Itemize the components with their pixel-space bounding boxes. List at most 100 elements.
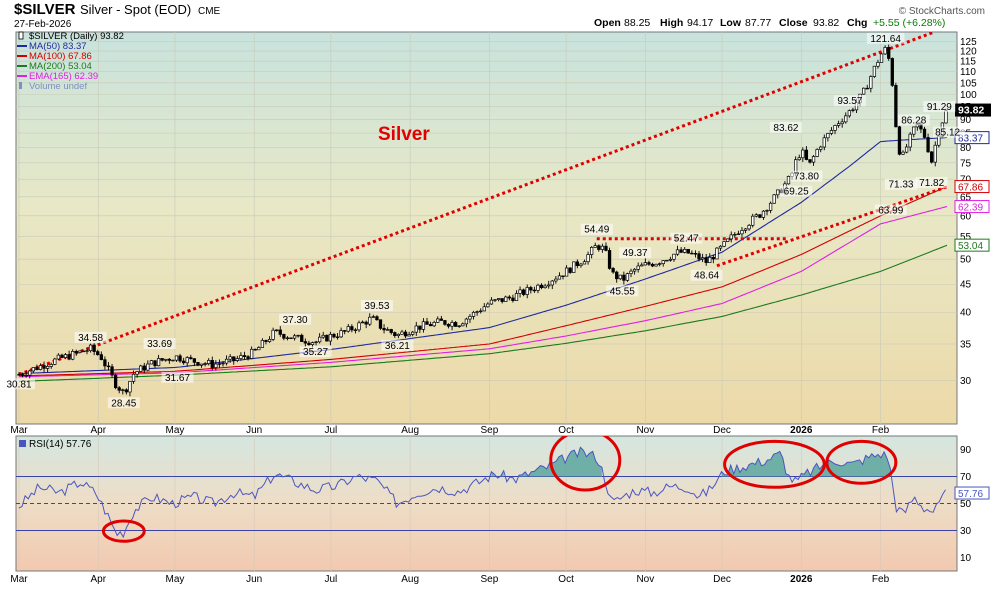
price-candle-body xyxy=(693,253,698,255)
price-candle-body xyxy=(776,189,780,196)
rsi-axis: 10 30 50 70 90 57.76 xyxy=(954,445,990,564)
price-candle-body xyxy=(743,228,748,231)
price-candle-body xyxy=(711,257,715,260)
price-candle-body xyxy=(246,356,250,359)
price-data-label-bg xyxy=(923,101,956,113)
price-candle-body xyxy=(343,330,347,332)
price-data-labels: 30.81 34.58 28.45 33.69 31.67 37.30 35.27 39.53… xyxy=(3,32,966,409)
price-data-label-bg xyxy=(161,371,194,383)
rsi-highlight-circle-oversold-april xyxy=(101,519,146,543)
price-candle-body xyxy=(640,264,644,267)
trendline-upper-channel xyxy=(18,32,935,376)
price-candle-body xyxy=(733,233,737,236)
price-candle-body xyxy=(56,354,61,360)
price-candle-body xyxy=(232,356,236,361)
x-tick-label: Oct xyxy=(558,574,574,585)
x-tick-label: Oct xyxy=(558,425,574,436)
price-data-label: 63.99 xyxy=(878,206,903,217)
ohlc-readout: Open 88.25 High 94.17 Low 87.77 Close 93… xyxy=(594,17,945,29)
price-candle-body xyxy=(590,247,594,255)
price-data-label-bg xyxy=(670,232,703,244)
ohlc-open-value: 88.25 xyxy=(624,17,650,29)
price-candle-body xyxy=(357,322,361,331)
price-candle-body xyxy=(525,287,529,295)
price-candle-body xyxy=(550,280,554,286)
price-candle-body xyxy=(636,265,640,270)
price-tick-label: 75 xyxy=(960,158,972,169)
price-candle-body xyxy=(461,323,465,327)
price-candle-body xyxy=(189,357,193,359)
rsi-label-swatch xyxy=(19,440,26,447)
price-candle-body xyxy=(808,159,812,163)
price-candle-body xyxy=(904,146,909,153)
price-candle-body xyxy=(382,327,386,331)
price-candle-body xyxy=(368,316,372,325)
price-candle-body xyxy=(507,296,511,299)
price-candle-body xyxy=(786,175,791,185)
price-candle-body xyxy=(224,358,229,364)
price-candle-body xyxy=(403,331,408,337)
price-tick-label: 35 xyxy=(960,339,972,350)
price-candle-body xyxy=(622,274,626,281)
legend-entry: MA(100) 67.86 xyxy=(29,51,92,62)
price-candle-body xyxy=(103,359,107,367)
price-data-label-bg xyxy=(299,346,332,358)
price-candle-body xyxy=(496,298,501,300)
price-data-label-bg xyxy=(769,121,802,133)
price-data-label: 54.49 xyxy=(584,225,609,236)
price-tick-label: 115 xyxy=(960,57,976,68)
price-candle-body xyxy=(722,241,726,247)
price-data-label: 69.25 xyxy=(784,187,809,198)
price-candle-body xyxy=(38,365,43,370)
price-data-label: 34.58 xyxy=(78,333,103,344)
header-name: Silver - Spot (EOD) xyxy=(80,2,191,17)
price-candle-body xyxy=(600,245,605,250)
price-tick-label: 125 xyxy=(960,37,977,48)
price-candle-body xyxy=(514,293,519,302)
price-candle-body xyxy=(761,210,766,218)
legend-entry: MA(50) 83.37 xyxy=(29,41,87,52)
price-panel xyxy=(15,31,958,425)
x-tick-label: May xyxy=(165,574,184,585)
price-candle-body xyxy=(271,329,275,340)
price-candles xyxy=(17,44,948,397)
price-candle-body xyxy=(389,329,393,333)
price-candle-body xyxy=(754,214,758,217)
price-data-label: 121.64 xyxy=(870,34,901,45)
price-candle-body xyxy=(92,344,96,352)
ohlc-close-value: 93.82 xyxy=(813,17,839,29)
price-candle-body xyxy=(292,335,297,339)
price-candle-body xyxy=(353,329,358,331)
price-candle-body xyxy=(396,333,401,336)
price-candle-body xyxy=(418,325,422,330)
price-candle-body xyxy=(171,359,175,362)
price-candle-body xyxy=(307,342,311,345)
price-candle-body xyxy=(335,336,340,339)
price-tick-label: 65 xyxy=(960,192,972,203)
price-candle-body xyxy=(350,326,354,331)
x-tick-label: Dec xyxy=(713,425,731,436)
price-candle-body xyxy=(833,125,837,131)
price-candle-body xyxy=(521,289,526,295)
price-candle-body xyxy=(865,87,869,90)
legend-entry: $SILVER (Daily) 93.82 xyxy=(29,31,124,42)
price-candle-body xyxy=(607,250,612,269)
legend-entry: Volume undef xyxy=(29,81,87,92)
price-candle-body xyxy=(321,334,325,338)
ohlc-chg-label: Chg xyxy=(847,17,867,29)
price-data-label-bg xyxy=(780,185,813,197)
price-candle-body xyxy=(217,363,222,365)
price-candle-body xyxy=(593,245,597,248)
price-candle-body xyxy=(604,245,608,251)
rsi-tick-label: 30 xyxy=(960,526,972,537)
price-candle-body xyxy=(912,126,916,135)
trendline-lower-channel xyxy=(716,185,948,268)
price-candle-body xyxy=(772,194,776,204)
price-candle-body xyxy=(24,374,28,377)
price-candle-body xyxy=(253,348,257,351)
price-candle-body xyxy=(71,351,75,360)
price-candle-body xyxy=(493,299,497,301)
price-data-label-bg xyxy=(381,339,414,351)
rsi-overbought-fill xyxy=(519,447,602,477)
